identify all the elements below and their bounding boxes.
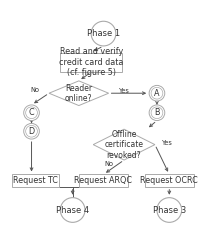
FancyBboxPatch shape bbox=[12, 174, 59, 187]
Text: Phase 4: Phase 4 bbox=[56, 205, 89, 214]
Circle shape bbox=[24, 123, 39, 139]
Circle shape bbox=[156, 198, 181, 222]
Text: Offline
certificate
revoked?: Offline certificate revoked? bbox=[104, 130, 143, 160]
Polygon shape bbox=[93, 129, 154, 160]
Text: Read and verify
credit card data
(cf. figure 5): Read and verify credit card data (cf. fi… bbox=[59, 48, 123, 77]
Text: Request TC: Request TC bbox=[13, 176, 58, 185]
Circle shape bbox=[149, 85, 164, 101]
Circle shape bbox=[149, 105, 164, 121]
Text: Request ARQC: Request ARQC bbox=[74, 176, 132, 185]
Text: Yes: Yes bbox=[161, 140, 172, 146]
Circle shape bbox=[60, 198, 85, 222]
Circle shape bbox=[91, 21, 115, 46]
Text: Yes: Yes bbox=[118, 88, 129, 94]
Text: Phase 3: Phase 3 bbox=[152, 205, 185, 214]
Text: No: No bbox=[104, 161, 113, 167]
Text: Reader
online?: Reader online? bbox=[65, 83, 92, 103]
Text: D: D bbox=[28, 127, 34, 136]
Text: A: A bbox=[153, 89, 159, 98]
Text: B: B bbox=[153, 108, 159, 117]
Polygon shape bbox=[49, 81, 108, 106]
Text: C: C bbox=[29, 108, 34, 117]
Text: Phase 1: Phase 1 bbox=[87, 29, 119, 38]
FancyBboxPatch shape bbox=[60, 53, 121, 72]
FancyBboxPatch shape bbox=[78, 174, 128, 187]
FancyBboxPatch shape bbox=[144, 174, 193, 187]
Circle shape bbox=[24, 105, 39, 121]
Text: No: No bbox=[30, 87, 40, 93]
Text: Request OCRC: Request OCRC bbox=[140, 176, 197, 185]
